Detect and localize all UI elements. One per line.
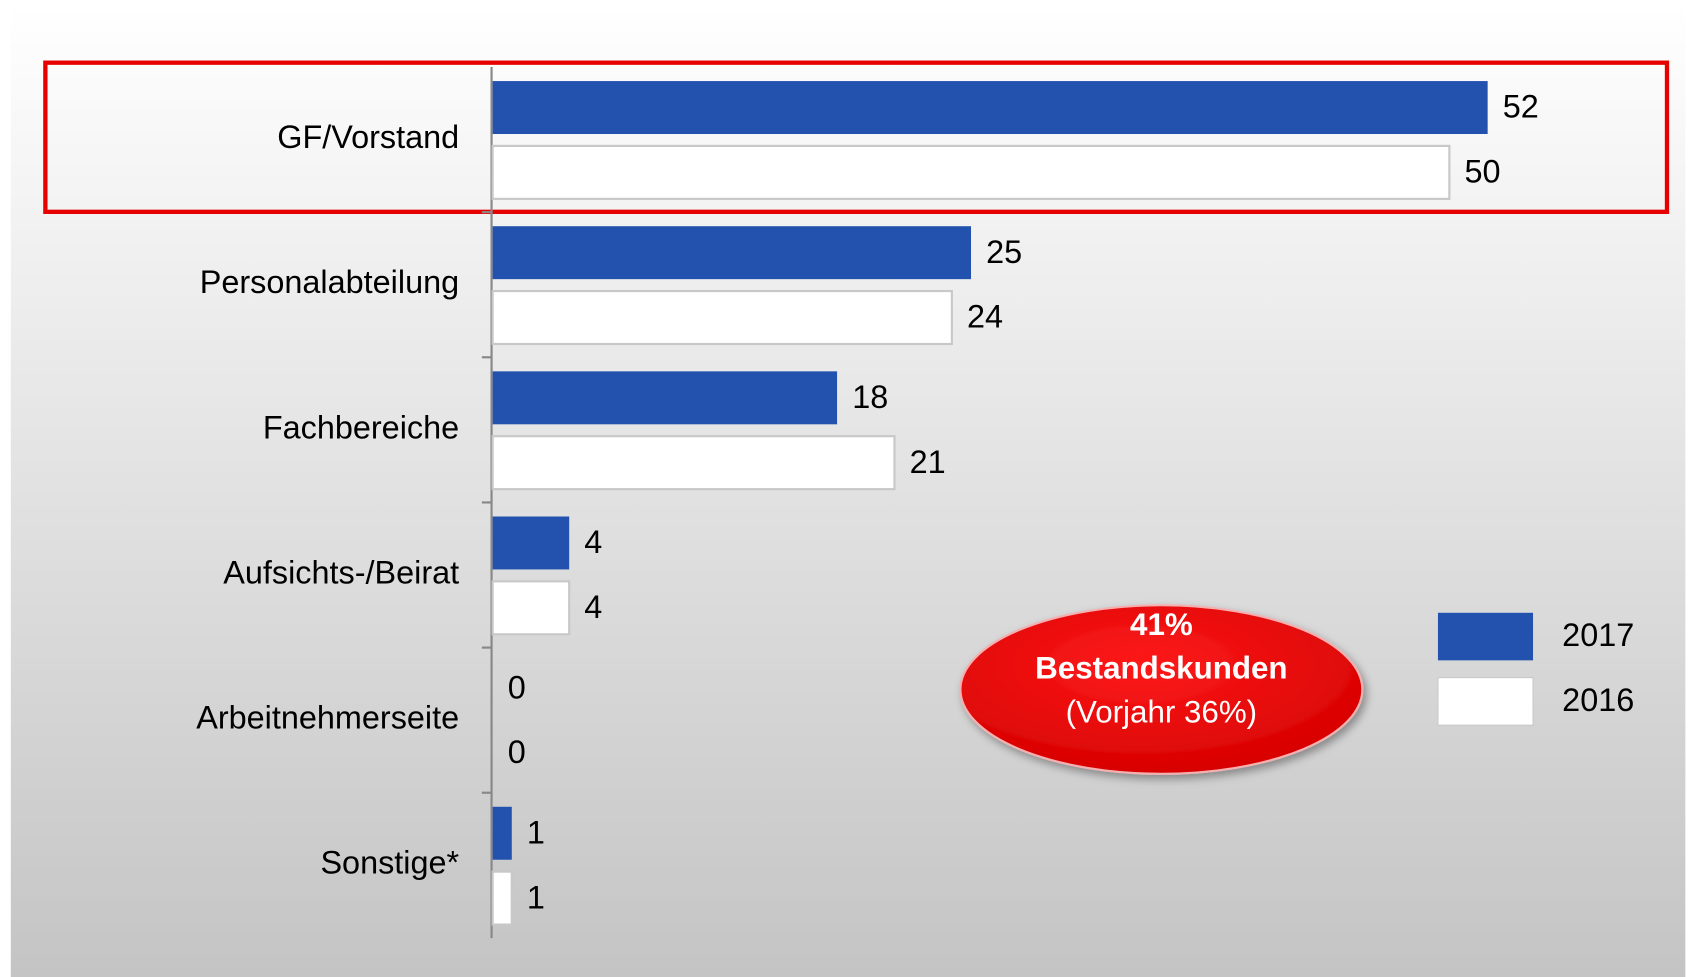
data-label: 24 (967, 299, 1003, 335)
data-label: 25 (986, 234, 1022, 270)
bar (491, 435, 896, 491)
y-tick-label: GF/Vorstand (277, 119, 459, 155)
y-tick-label: Arbeitnehmerseite (196, 700, 459, 736)
bar (492, 226, 972, 280)
bar (492, 81, 1488, 135)
data-label: 1 (527, 879, 545, 915)
data-label: 4 (584, 589, 602, 625)
data-label: 1 (527, 814, 545, 850)
legend-swatch (1437, 612, 1534, 661)
legend-label: 2016 (1562, 682, 1634, 718)
bar (491, 580, 571, 636)
bar (492, 516, 570, 570)
legend-label: 2017 (1562, 617, 1634, 653)
data-label: 0 (508, 669, 526, 705)
y-tick-label: Aufsichts-/Beirat (223, 554, 459, 590)
data-label: 52 (1503, 89, 1539, 125)
data-label: 21 (910, 444, 946, 480)
data-label: 50 (1465, 154, 1501, 190)
y-tick-label: Sonstige* (320, 845, 459, 881)
y-tick-label: Fachbereiche (263, 409, 459, 445)
data-label: 18 (852, 379, 888, 415)
data-label: 4 (584, 524, 602, 560)
y-tick-label: Personalabteilung (200, 264, 459, 300)
callout-text: 41% (1130, 607, 1193, 642)
bar (491, 870, 513, 926)
bar (492, 806, 512, 860)
callout-text: Bestandskunden (1035, 650, 1287, 685)
legend-swatch (1437, 677, 1534, 726)
callout-ellipse (959, 604, 1364, 775)
highlight-box (43, 60, 1670, 214)
bar (492, 371, 838, 425)
data-label: 0 (508, 734, 526, 770)
bar (491, 144, 1451, 200)
bar (491, 289, 953, 346)
callout-text: (Vorjahr 36%) (1066, 695, 1258, 730)
